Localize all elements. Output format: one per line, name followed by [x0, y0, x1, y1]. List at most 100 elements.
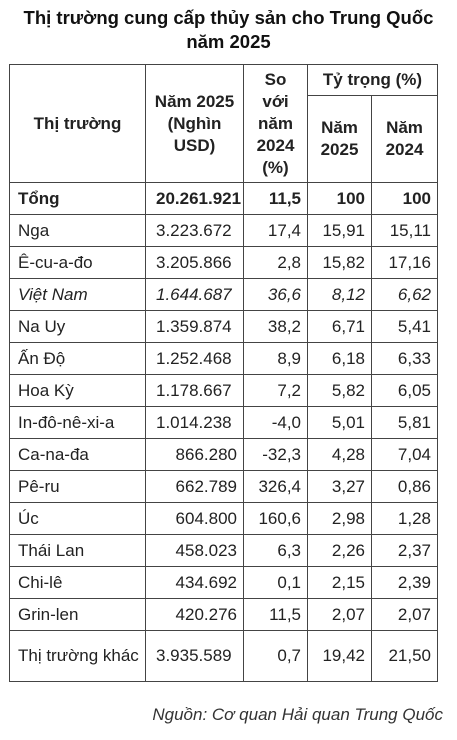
cell-value: 1.359.874	[145, 310, 244, 343]
source-note: Nguồn: Cơ quan Hải quan Trung Quốc	[152, 705, 443, 724]
table-row: Nga 3.223.672 17,4 15,91 15,11	[9, 214, 438, 247]
table-row: In-đô-nê-xi-a 1.014.238 -4,0 5,01 5,81	[9, 406, 438, 439]
cell-market: Ca-na-đa	[9, 438, 146, 471]
table-row: Chi-lê 434.692 0,1 2,15 2,39	[9, 566, 438, 599]
cell-change: 326,4	[243, 470, 308, 503]
cell-market: Nga	[9, 214, 146, 247]
cell-share-2025: 3,27	[307, 470, 372, 503]
cell-value: 458.023	[145, 534, 244, 567]
cell-change: 17,4	[243, 214, 308, 247]
cell-share-2025: 100	[307, 182, 372, 215]
table-row: Thái Lan 458.023 6,3 2,26 2,37	[9, 534, 438, 567]
cell-value: 604.800	[145, 502, 244, 535]
cell-value: 3.205.866	[145, 246, 244, 279]
cell-share-2025: 8,12	[307, 278, 372, 311]
cell-value: 662.789	[145, 470, 244, 503]
cell-market: Hoa Kỳ	[9, 374, 146, 407]
table-row: Úc 604.800 160,6 2,98 1,28	[9, 502, 438, 535]
cell-market: Grin-len	[9, 598, 146, 631]
cell-share-2025: 2,26	[307, 534, 372, 567]
cell-value: 1.014.238	[145, 406, 244, 439]
cell-change: 38,2	[243, 310, 308, 343]
cell-change: 36,6	[243, 278, 308, 311]
cell-share-2024: 5,41	[371, 310, 438, 343]
cell-market: Thị trường khác	[9, 630, 146, 682]
cell-share-2024: 100	[371, 182, 438, 215]
cell-value: 866.280	[145, 438, 244, 471]
cell-share-2025: 2,15	[307, 566, 372, 599]
cell-market: In-đô-nê-xi-a	[9, 406, 146, 439]
table-row: Hoa Kỳ 1.178.667 7,2 5,82 6,05	[9, 374, 438, 407]
cell-share-2024: 5,81	[371, 406, 438, 439]
cell-share-2025: 2,07	[307, 598, 372, 631]
cell-share-2024: 2,37	[371, 534, 438, 567]
cell-share-2024: 21,50	[371, 630, 438, 682]
cell-value: 3.935.589	[145, 630, 244, 682]
cell-market: Ấn Độ	[9, 342, 146, 375]
table-row: Grin-len 420.276 11,5 2,07 2,07	[9, 598, 438, 631]
header-market: Thị trường	[9, 64, 146, 183]
cell-share-2025: 5,01	[307, 406, 372, 439]
header-share-2024: Năm 2024	[371, 95, 438, 183]
header-change-vs-2024: So với năm 2024 (%)	[243, 64, 308, 183]
cell-value: 3.223.672	[145, 214, 244, 247]
table-row: Ấn Độ 1.252.468 8,9 6,18 6,33	[9, 342, 438, 375]
cell-value: 420.276	[145, 598, 244, 631]
cell-change: -4,0	[243, 406, 308, 439]
cell-share-2025: 15,82	[307, 246, 372, 279]
cell-market: Tổng	[9, 182, 146, 215]
table-row-vietnam: Việt Nam 1.644.687 36,6 8,12 6,62	[9, 278, 438, 311]
cell-change: 0,1	[243, 566, 308, 599]
header-share-2025: Năm 2025	[307, 95, 372, 183]
cell-share-2024: 6,05	[371, 374, 438, 407]
table-row: Ê-cu-a-đo 3.205.866 2,8 15,82 17,16	[9, 246, 438, 279]
cell-market: Ê-cu-a-đo	[9, 246, 146, 279]
table-row-other-markets: Thị trường khác 3.935.589 0,7 19,42 21,5…	[9, 630, 438, 682]
cell-market: Thái Lan	[9, 534, 146, 567]
cell-market: Chi-lê	[9, 566, 146, 599]
cell-change: 7,2	[243, 374, 308, 407]
cell-share-2024: 6,62	[371, 278, 438, 311]
table-row: Pê-ru 662.789 326,4 3,27 0,86	[9, 470, 438, 503]
cell-share-2025: 6,18	[307, 342, 372, 375]
cell-share-2024: 0,86	[371, 470, 438, 503]
cell-share-2025: 19,42	[307, 630, 372, 682]
cell-share-2025: 5,82	[307, 374, 372, 407]
seafood-supply-table: Thị trường Năm 2025 (Nghìn USD) So với n…	[9, 64, 438, 682]
cell-share-2024: 1,28	[371, 502, 438, 535]
cell-share-2025: 2,98	[307, 502, 372, 535]
table-row-total: Tổng 20.261.921 11,5 100 100	[9, 182, 438, 215]
cell-share-2024: 2,39	[371, 566, 438, 599]
cell-value: 20.261.921	[145, 182, 244, 215]
cell-market: Pê-ru	[9, 470, 146, 503]
cell-value: 1.178.667	[145, 374, 244, 407]
header-value-2025: Năm 2025 (Nghìn USD)	[145, 64, 244, 183]
cell-change: 0,7	[243, 630, 308, 682]
cell-market: Úc	[9, 502, 146, 535]
cell-share-2024: 17,16	[371, 246, 438, 279]
table-row: Ca-na-đa 866.280 -32,3 4,28 7,04	[9, 438, 438, 471]
table-title: Thị trường cung cấp thủy sản cho Trung Q…	[23, 7, 434, 52]
cell-value: 1.252.468	[145, 342, 244, 375]
cell-change: 11,5	[243, 598, 308, 631]
header-share: Tỷ trọng (%)	[307, 64, 438, 96]
cell-share-2024: 15,11	[371, 214, 438, 247]
table-row: Na Uy 1.359.874 38,2 6,71 5,41	[9, 310, 438, 343]
cell-change: 11,5	[243, 182, 308, 215]
cell-share-2025: 15,91	[307, 214, 372, 247]
cell-share-2025: 6,71	[307, 310, 372, 343]
cell-market: Na Uy	[9, 310, 146, 343]
cell-change: 6,3	[243, 534, 308, 567]
cell-share-2024: 6,33	[371, 342, 438, 375]
cell-market: Việt Nam	[9, 278, 146, 311]
cell-change: 160,6	[243, 502, 308, 535]
cell-share-2024: 7,04	[371, 438, 438, 471]
cell-value: 1.644.687	[145, 278, 244, 311]
cell-share-2024: 2,07	[371, 598, 438, 631]
cell-change: 2,8	[243, 246, 308, 279]
cell-change: 8,9	[243, 342, 308, 375]
cell-change: -32,3	[243, 438, 308, 471]
cell-share-2025: 4,28	[307, 438, 372, 471]
cell-value: 434.692	[145, 566, 244, 599]
